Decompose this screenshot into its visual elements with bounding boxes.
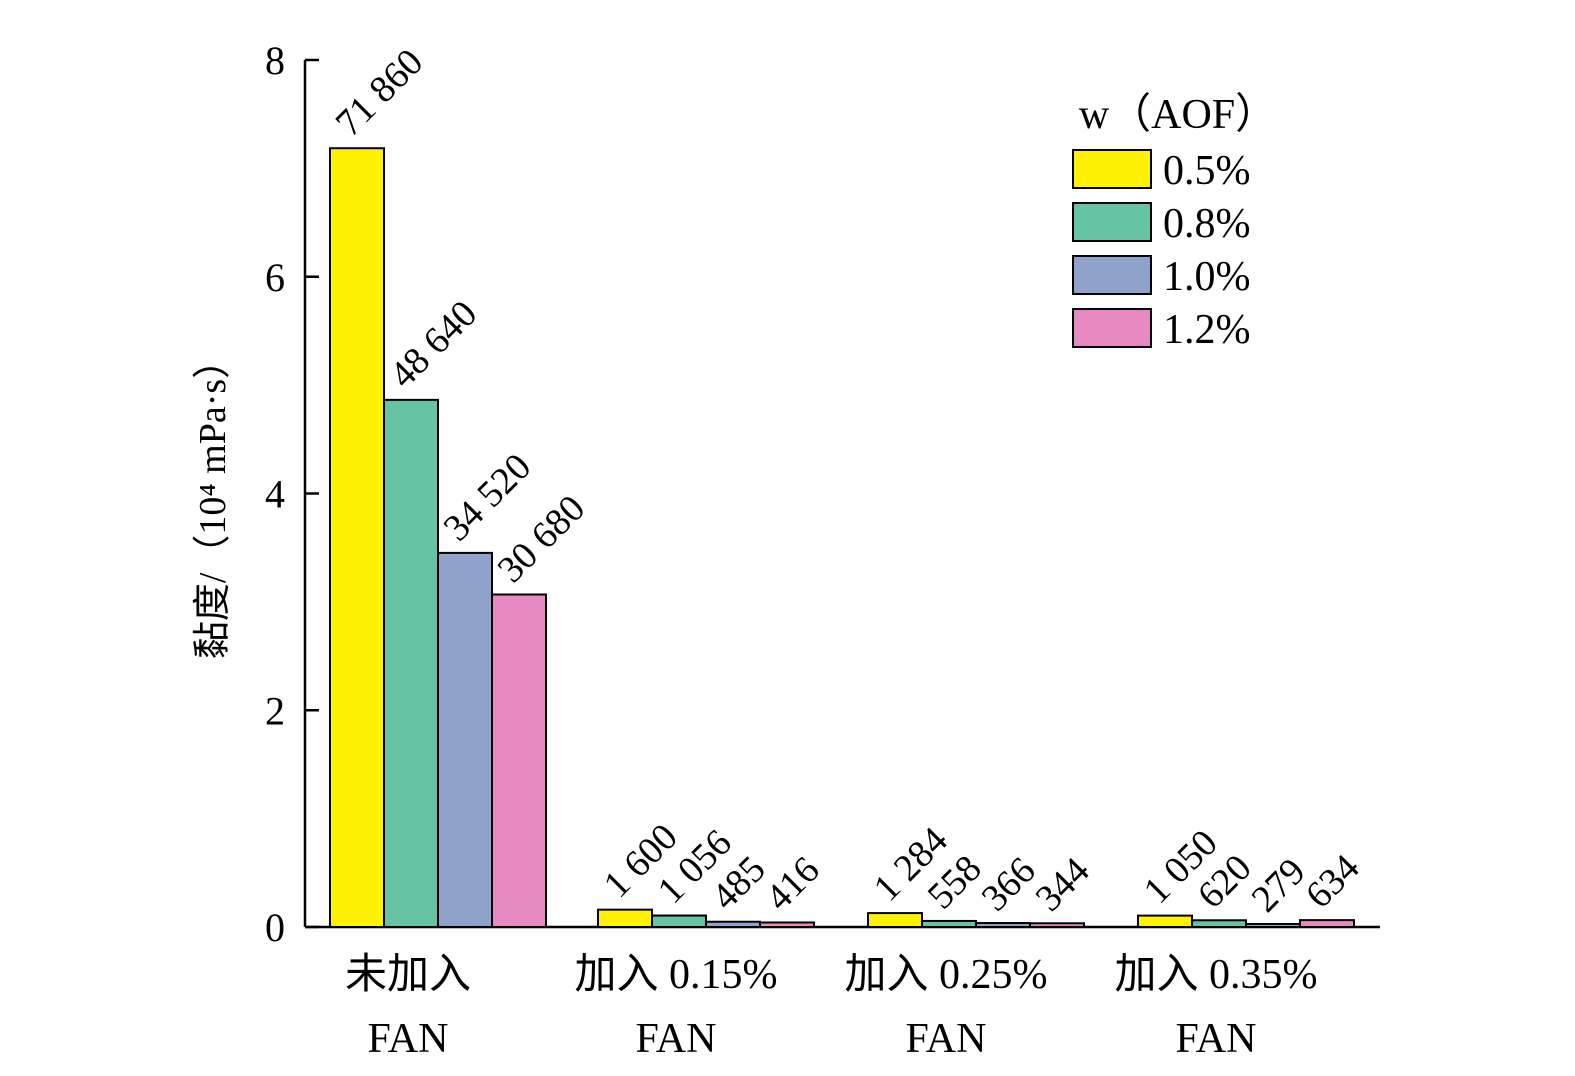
- legend: w（AOF） 0.5% 0.8% 1.0% 1.2%: [1072, 92, 1277, 353]
- bar: [867, 912, 923, 929]
- bar: [1137, 914, 1193, 928]
- y-tick-label: 8: [265, 38, 285, 83]
- data-label: 634: [1298, 846, 1368, 916]
- y-tick-label: 0: [265, 905, 285, 950]
- data-label: 416: [758, 849, 828, 919]
- bar: [491, 593, 547, 928]
- legend-swatch: [1072, 149, 1152, 189]
- y-axis-label: 黏度/（10⁴ mPa·s）: [192, 341, 234, 659]
- category-label: FAN: [906, 1016, 987, 1062]
- bar: [651, 914, 707, 929]
- legend-label: 0.8%: [1163, 201, 1251, 247]
- bar: [597, 908, 653, 928]
- category-label: 加入 0.25%: [845, 952, 1048, 998]
- category-label: 加入 0.35%: [1115, 952, 1318, 998]
- bar: [383, 398, 439, 928]
- legend-label: 0.5%: [1163, 148, 1251, 194]
- category-labels: 未加入 FAN 加入 0.15% FAN 加入 0.25% FAN 加入 0.35% FAN: [345, 952, 1318, 1062]
- y-tick-label: 6: [265, 255, 285, 300]
- legend-label: 1.0%: [1163, 254, 1251, 300]
- data-label: 71 860: [328, 41, 432, 145]
- category-label: 加入 0.15%: [575, 952, 778, 998]
- category-label: FAN: [368, 1016, 449, 1062]
- legend-label: 1.2%: [1163, 307, 1251, 353]
- category-label: FAN: [1176, 1016, 1257, 1062]
- bar: [437, 551, 493, 929]
- legend-swatch: [1072, 202, 1152, 242]
- bars: [329, 147, 1355, 929]
- legend-swatch: [1072, 308, 1152, 348]
- bar: [1299, 919, 1355, 929]
- y-tick-label: 2: [265, 688, 285, 733]
- y-tick-label: 4: [265, 472, 285, 517]
- data-label: 48 640: [382, 293, 486, 397]
- bar: [705, 920, 761, 929]
- bar: [1029, 922, 1085, 929]
- bar: [759, 921, 815, 928]
- bar: [1191, 919, 1247, 929]
- bar: [1245, 922, 1301, 928]
- legend-title: w（AOF）: [1079, 92, 1277, 138]
- category-label: FAN: [636, 1016, 717, 1062]
- legend-swatch: [1072, 255, 1152, 295]
- category-label: 未加入: [345, 952, 471, 998]
- bar: [329, 147, 385, 929]
- bar: [975, 922, 1031, 928]
- bar: [921, 919, 977, 929]
- data-label: 344: [1028, 850, 1098, 920]
